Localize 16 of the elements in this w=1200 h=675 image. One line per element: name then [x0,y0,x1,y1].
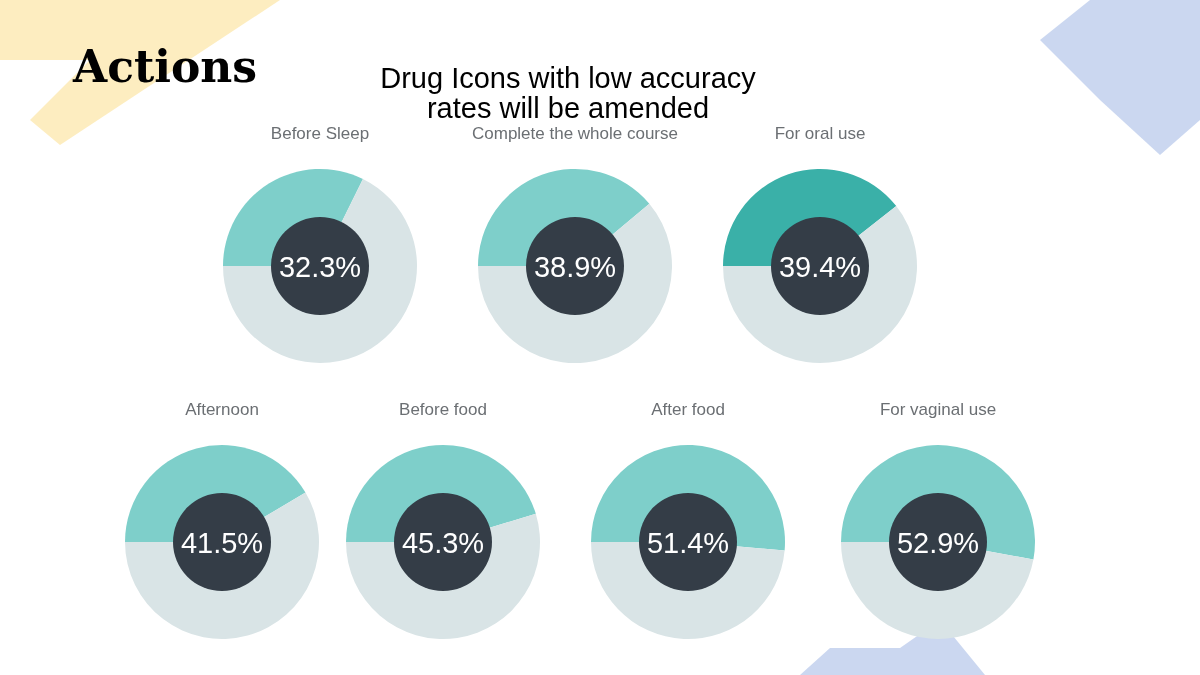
text: 39.4% [778,251,862,283]
chart-title: For oral use [774,124,866,143]
text: 51.4% [646,527,730,559]
chart-title: For vaginal use [879,400,997,419]
chart-title: Before food [399,400,487,419]
text: 45.3% [401,527,485,559]
text: Actions [72,41,258,92]
text: 52.9% [896,527,980,559]
text: 32.3% [278,251,362,283]
chart-title: Before Sleep [270,124,370,143]
chart-title: Afternoon [185,400,259,419]
text: Drug Icons with low accuracy rates will be amended [380,62,757,124]
chart-title: After food [651,400,725,419]
text: 38.9% [533,251,617,283]
text: 41.5% [180,527,264,559]
chart-title: Complete the whole course [471,124,679,143]
